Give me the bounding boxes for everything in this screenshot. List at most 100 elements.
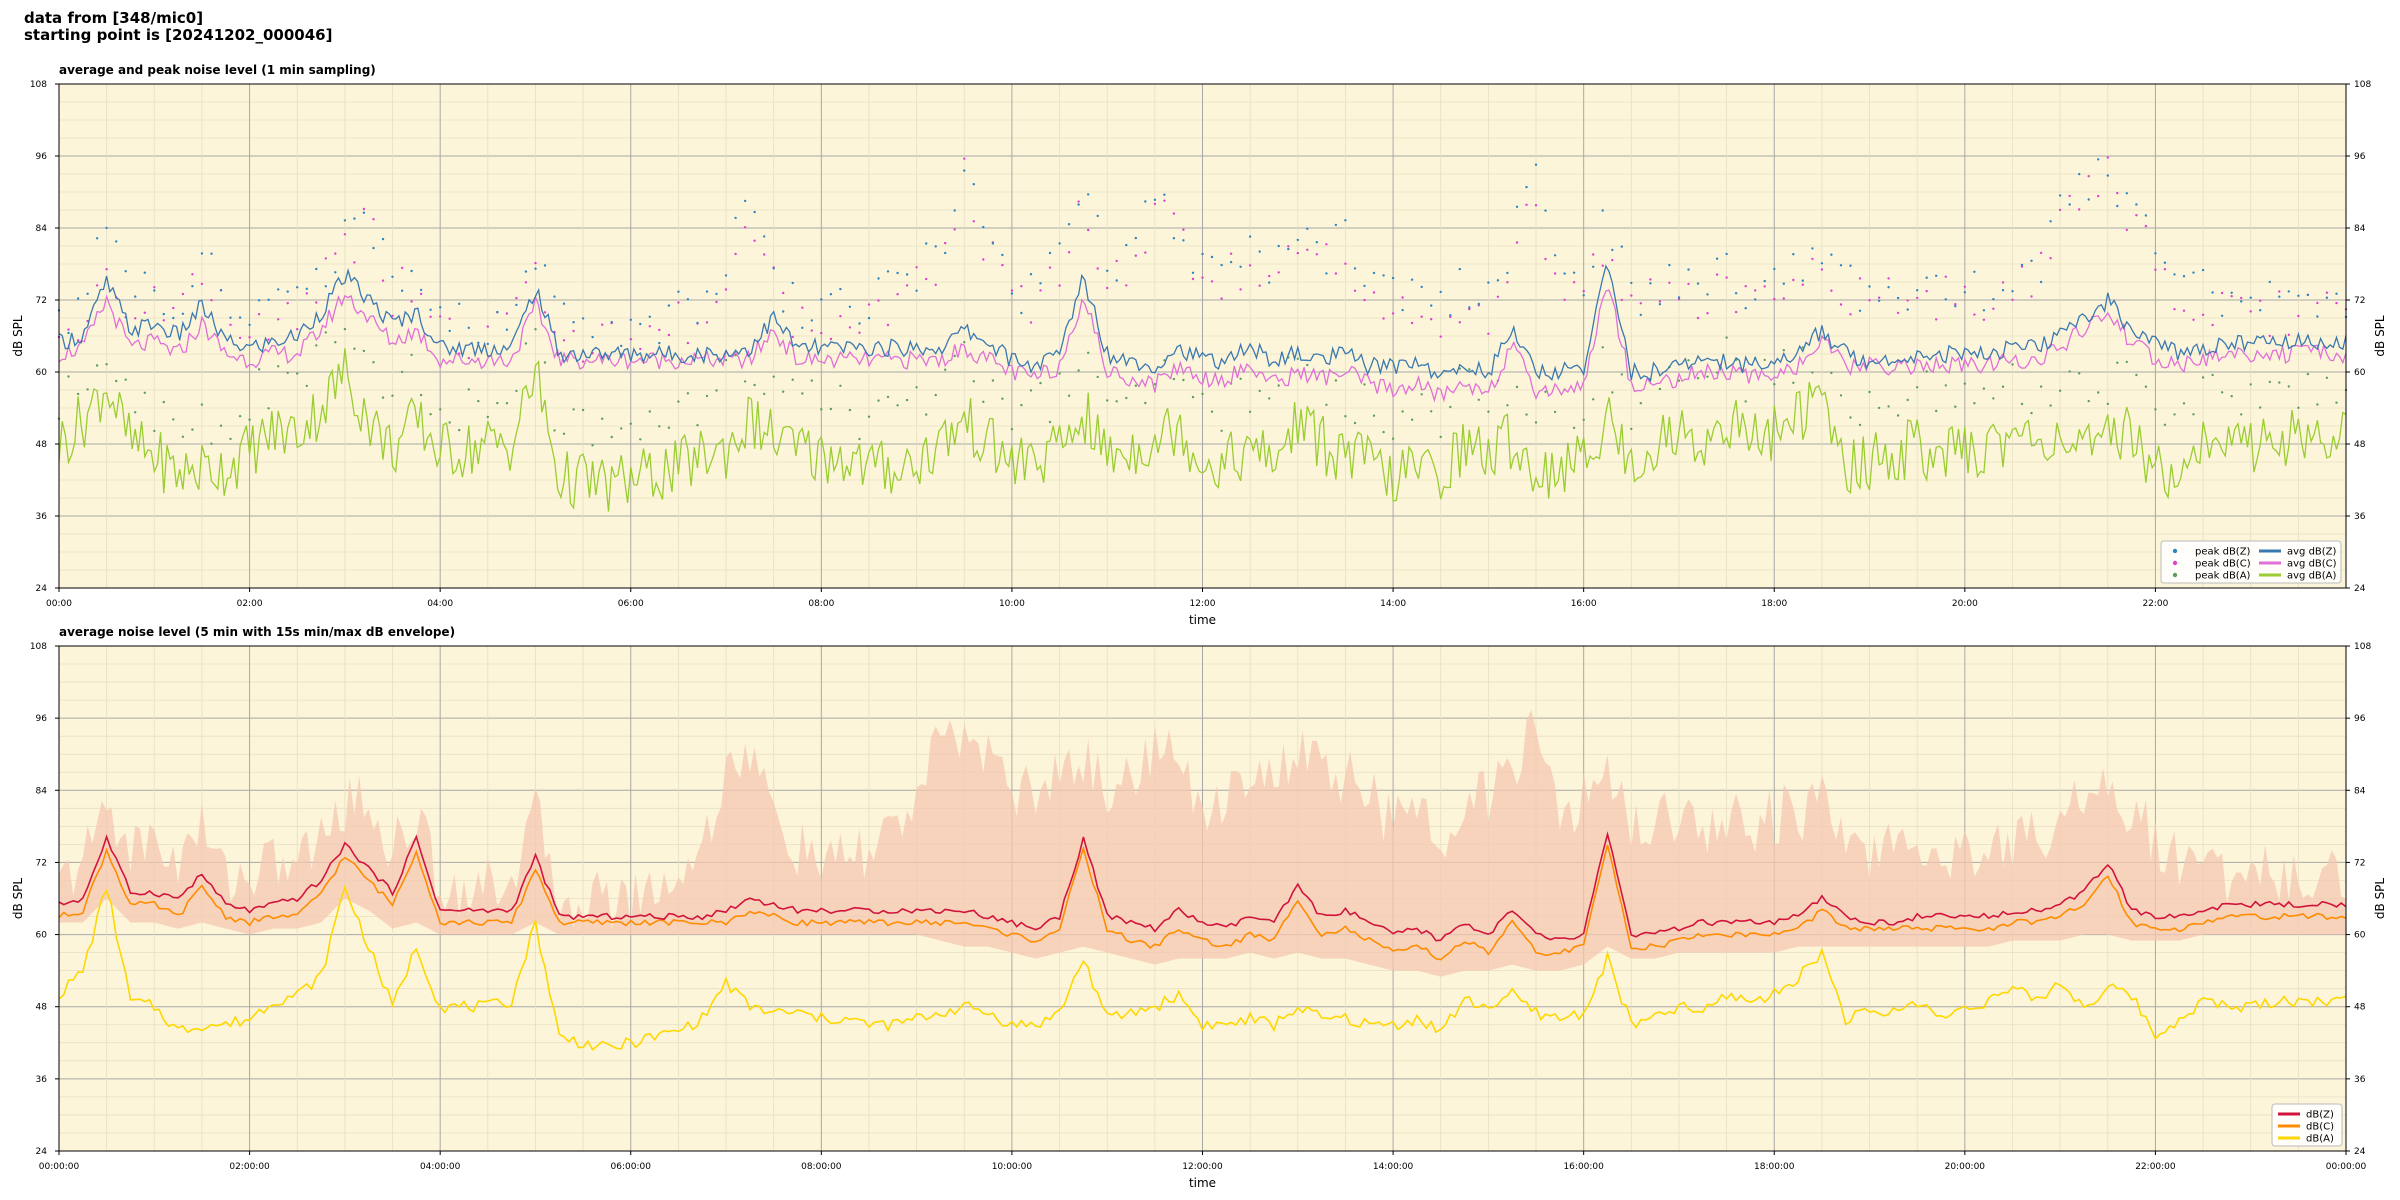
peak-point bbox=[1001, 253, 1004, 257]
series-avgdbc bbox=[58, 289, 2347, 403]
peak-point bbox=[1944, 298, 1948, 301]
peak-point bbox=[2259, 309, 2262, 312]
peak-point bbox=[353, 217, 356, 220]
peak-point bbox=[1382, 274, 1385, 277]
peak-point bbox=[2335, 292, 2338, 295]
peak-point bbox=[1744, 400, 1747, 403]
peak-point bbox=[115, 240, 118, 243]
peak-point bbox=[505, 312, 509, 315]
peak-point bbox=[1963, 291, 1967, 294]
peak-point bbox=[1973, 313, 1976, 316]
legend-label: peak dB(C) bbox=[2195, 559, 2251, 570]
peak-point bbox=[1715, 273, 1719, 276]
peak-point bbox=[2230, 295, 2233, 298]
peak-point bbox=[1916, 386, 1919, 389]
figure-header: data from [348/mic0] starting point is [… bbox=[24, 10, 332, 44]
peak-point bbox=[1182, 239, 1185, 242]
peak-point bbox=[572, 408, 575, 411]
peak-point bbox=[925, 413, 928, 416]
peak-point bbox=[1839, 303, 1843, 306]
y-tick-label-right: 96 bbox=[2354, 714, 2366, 724]
y-tick-label-right: 60 bbox=[2354, 931, 2366, 941]
peak-point bbox=[486, 342, 489, 346]
peak-point bbox=[458, 428, 461, 432]
peak-point bbox=[2278, 290, 2281, 293]
peak-point bbox=[1382, 317, 1385, 320]
peak-point bbox=[1468, 306, 1471, 309]
peak-point bbox=[2011, 363, 2014, 366]
peak-point bbox=[1925, 276, 1928, 279]
y-tick-label-left: 36 bbox=[36, 1075, 48, 1085]
peak-point bbox=[1734, 310, 1738, 314]
peak-point bbox=[1858, 309, 1862, 312]
peak-point bbox=[2306, 293, 2310, 297]
x-tick-label: 04:00:00 bbox=[420, 1162, 461, 1172]
peak-point bbox=[581, 360, 585, 363]
y-tick-label-left: 48 bbox=[36, 440, 48, 450]
peak-point bbox=[324, 285, 327, 288]
peak-point bbox=[1029, 389, 1033, 392]
peak-point bbox=[200, 403, 204, 406]
peak-point bbox=[658, 425, 661, 428]
peak-point bbox=[448, 329, 451, 333]
peak-point bbox=[2335, 301, 2338, 305]
peak-point bbox=[181, 312, 185, 315]
peak-point bbox=[1020, 311, 1023, 315]
series-dbz bbox=[58, 831, 2347, 942]
peak-point bbox=[858, 322, 861, 325]
peak-point bbox=[1048, 266, 1052, 269]
peak-point bbox=[562, 339, 566, 342]
y-tick-label-right: 84 bbox=[2354, 224, 2366, 234]
peak-point bbox=[143, 271, 146, 274]
peak-point bbox=[1439, 335, 1442, 338]
peak-point bbox=[1220, 429, 1223, 432]
peak-point bbox=[229, 316, 232, 319]
x-tick-label: 18:00 bbox=[1761, 599, 1787, 609]
peak-point bbox=[305, 384, 308, 388]
peak-point bbox=[2087, 175, 2090, 178]
peak-point bbox=[153, 286, 156, 289]
peak-point bbox=[1592, 253, 1595, 256]
y-tick-label-right: 60 bbox=[2354, 368, 2366, 378]
peak-point bbox=[1734, 292, 1738, 295]
peak-point bbox=[905, 284, 909, 287]
peak-point bbox=[829, 407, 833, 411]
peak-point bbox=[1658, 303, 1662, 306]
peak-point bbox=[1944, 384, 1948, 387]
peak-point bbox=[1896, 311, 1900, 315]
peak-point bbox=[1306, 363, 1309, 367]
peak-point bbox=[1849, 313, 1852, 316]
peak-point bbox=[1515, 241, 1519, 244]
peak-point bbox=[372, 218, 375, 221]
x-tick-label: 04:00 bbox=[427, 599, 453, 609]
peak-point bbox=[1935, 409, 1938, 413]
peak-point bbox=[1773, 383, 1776, 386]
peak-point bbox=[648, 410, 651, 413]
peak-point bbox=[886, 323, 890, 327]
y-tick-label-left: 96 bbox=[36, 152, 48, 162]
peak-point bbox=[1153, 202, 1157, 206]
peak-point bbox=[915, 386, 918, 389]
peak-point bbox=[1067, 251, 1071, 254]
peak-point bbox=[1553, 254, 1557, 257]
series-avgdbz bbox=[58, 264, 2347, 383]
y-tick-label-right: 48 bbox=[2354, 1003, 2366, 1013]
peak-point bbox=[886, 270, 890, 273]
peak-point bbox=[515, 303, 518, 307]
peak-point bbox=[1954, 303, 1957, 306]
peak-point bbox=[143, 391, 146, 394]
peak-point bbox=[2020, 402, 2024, 406]
peak-point bbox=[1325, 403, 1328, 406]
peak-point bbox=[1782, 349, 1786, 352]
y-tick-label-left: 84 bbox=[36, 786, 48, 796]
peak-point bbox=[2020, 265, 2024, 268]
peak-point bbox=[953, 209, 956, 212]
top-chart-title: average and peak noise level (1 min samp… bbox=[59, 63, 376, 77]
peak-point bbox=[2135, 373, 2138, 377]
peak-point bbox=[1801, 279, 1805, 282]
peak-point bbox=[1106, 399, 1109, 402]
x-tick-label: 14:00 bbox=[1380, 599, 1406, 609]
peak-point bbox=[1449, 314, 1452, 317]
peak-point bbox=[1858, 423, 1862, 427]
peak-point bbox=[2316, 301, 2319, 305]
